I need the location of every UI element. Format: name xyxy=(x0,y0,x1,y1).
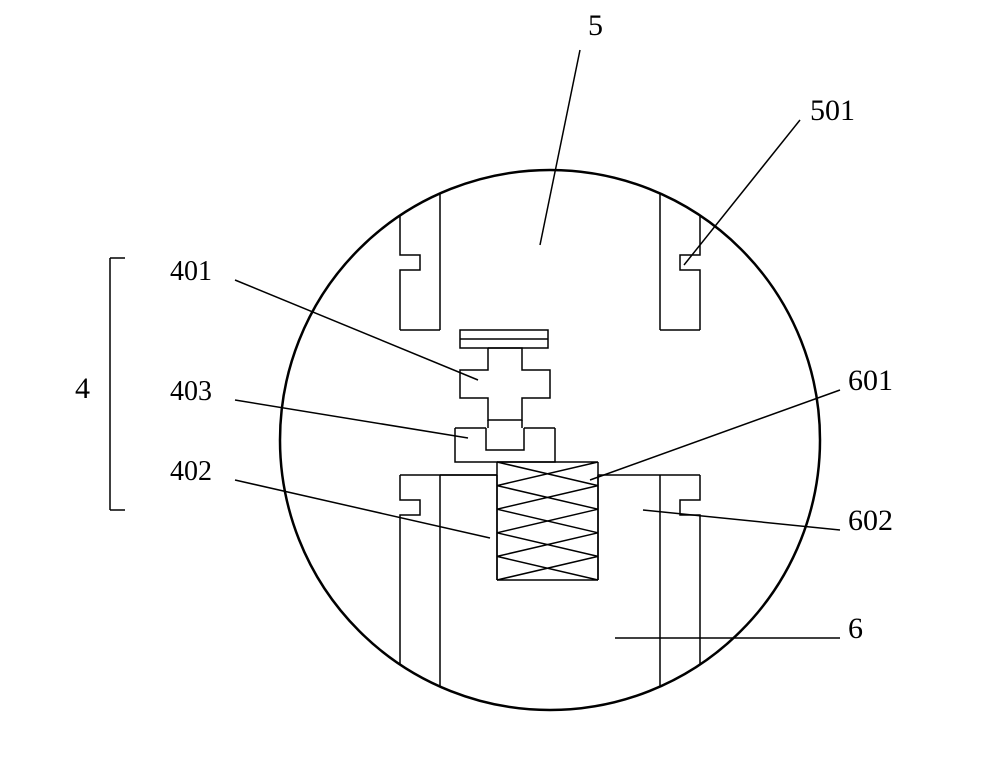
svg-text:402: 402 xyxy=(170,456,212,487)
svg-text:601: 601 xyxy=(848,364,893,397)
svg-text:602: 602 xyxy=(848,504,893,537)
svg-text:4: 4 xyxy=(75,372,90,405)
svg-text:401: 401 xyxy=(170,256,212,287)
svg-text:403: 403 xyxy=(170,376,212,407)
svg-text:5: 5 xyxy=(588,9,603,42)
svg-text:501: 501 xyxy=(810,94,855,127)
svg-text:6: 6 xyxy=(848,612,863,645)
